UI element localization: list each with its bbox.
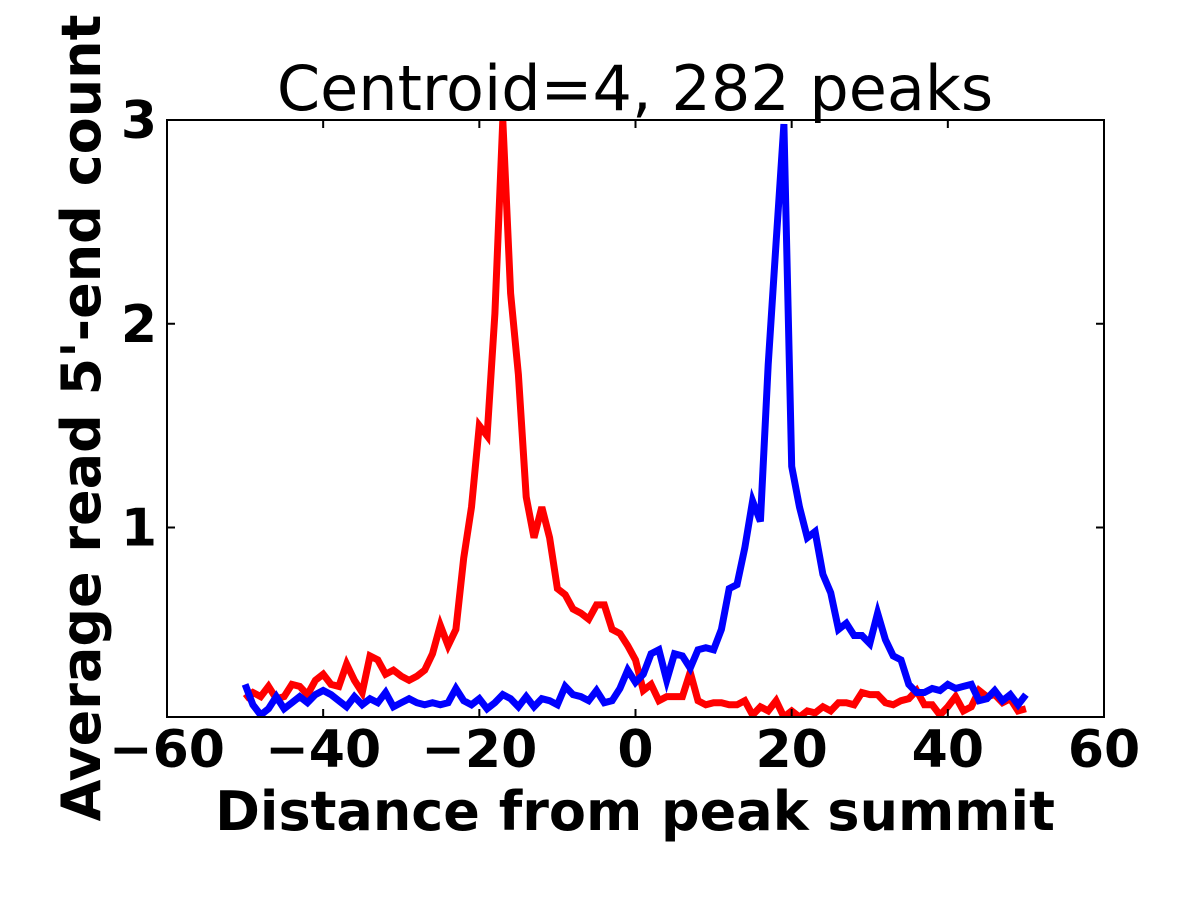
series-line-1 [241,123,1029,717]
x-tick-label: 20 [755,720,827,780]
chart-title: Centroid=4, 282 peaks [277,52,993,125]
x-tick-label: −40 [265,720,381,780]
ticks-layer: −60 −40 −20 0 20 40 60 1 2 3 [109,91,1140,780]
series-line-0 [242,119,1027,717]
y-tick-label: 2 [121,295,157,355]
y-tick-label: 3 [121,91,157,151]
y-axis-label: Average read 5'-end count [50,15,113,822]
x-axis-label: Distance from peak summit [215,780,1055,843]
x-tick-label: −60 [109,720,225,780]
x-tick-label: 40 [912,720,984,780]
series-layer [241,119,1029,717]
x-tick-label: −20 [421,720,537,780]
axes-layer [166,119,1105,718]
x-tick-label: 0 [617,720,653,780]
plot-frame [166,119,1105,718]
x-tick-label: 60 [1068,720,1140,780]
y-tick-label: 1 [121,499,157,559]
